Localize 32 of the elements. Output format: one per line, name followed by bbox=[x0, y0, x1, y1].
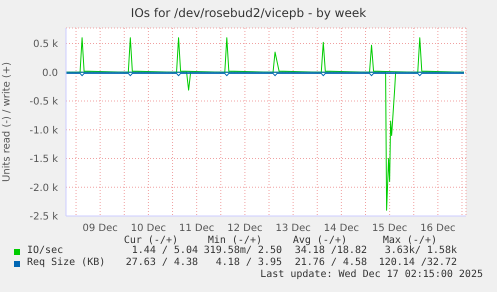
text: 3.63k/ 1.58k bbox=[384, 245, 457, 256]
text: Cur (-/+) bbox=[124, 235, 178, 246]
text: 1.44 / 5.04 bbox=[132, 245, 198, 256]
x-tick-label: 13 Dec bbox=[276, 223, 311, 234]
text: Max (-/+) bbox=[382, 235, 437, 246]
y-tick-label: -2.0 k bbox=[30, 182, 58, 194]
legend-label: Req Size (KB) bbox=[27, 257, 106, 268]
text: 34.18 /18.82 bbox=[294, 245, 367, 256]
y-tick-label: -0.5 k bbox=[30, 96, 58, 108]
x-tick-label: 15 Dec bbox=[372, 223, 408, 234]
x-tick-label: 12 Dec bbox=[227, 223, 263, 234]
x-tick-label: 16 Dec bbox=[420, 223, 456, 234]
y-tick-label: 0.5 k bbox=[33, 39, 58, 50]
x-tick-label: 11 Dec bbox=[179, 223, 214, 234]
text: 21.76 / 4.58 bbox=[294, 257, 367, 268]
y-tick-label: -2.5 k bbox=[30, 212, 58, 223]
y-tick-label: 0.0 bbox=[42, 68, 58, 79]
text: 4.18 / 3.95 bbox=[216, 257, 282, 268]
y-tick-label: -1.5 k bbox=[30, 154, 58, 166]
text: 27.63 / 4.38 bbox=[126, 257, 198, 268]
y-tick-label: -1.0 k bbox=[30, 125, 58, 136]
text: 319.58m/ 2.50 bbox=[204, 245, 282, 256]
text: Avg (-/+) bbox=[292, 235, 347, 246]
chart-title: IOs for /dev/rosebud2/vicepb - by week bbox=[130, 6, 368, 20]
legend-label: IO/sec bbox=[27, 245, 64, 256]
text: Last update: Wed Dec 17 02:15:00 2025 bbox=[260, 269, 483, 280]
x-tick-label: 14 Dec bbox=[324, 223, 360, 234]
x-tick-label: 10 Dec bbox=[130, 223, 166, 234]
text: 120.14 /32.72 bbox=[378, 257, 457, 268]
y-axis-title: Units read (-) / write (+) bbox=[2, 62, 13, 182]
text: Min (-/+) bbox=[208, 235, 262, 246]
x-tick-label: 09 Dec bbox=[82, 223, 118, 234]
